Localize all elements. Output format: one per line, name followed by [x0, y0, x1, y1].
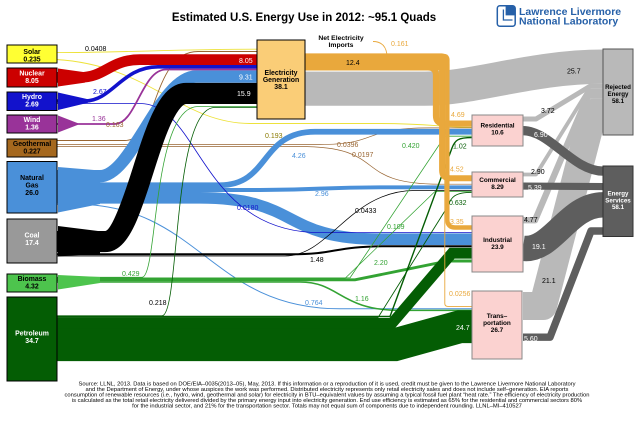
svg-text:0.420: 0.420	[402, 143, 420, 150]
svg-text:25.7: 25.7	[567, 69, 581, 76]
svg-text:5.39: 5.39	[528, 185, 542, 192]
svg-text:Source: LLNL, 2013. Data is ba: Source: LLNL, 2013. Data is based on DOE…	[78, 382, 575, 388]
svg-text:Estimated U.S. Energy Use in 2: Estimated U.S. Energy Use in 2012: ~95.1…	[172, 12, 436, 24]
svg-text:8.05: 8.05	[239, 58, 253, 65]
svg-text:12.4: 12.4	[346, 60, 360, 67]
svg-text:15.9: 15.9	[237, 91, 251, 98]
svg-text:consumption of renewable resou: consumption of renewable resources (i.e.…	[65, 393, 590, 399]
svg-text:4.52: 4.52	[450, 167, 464, 174]
svg-text:0.0197: 0.0197	[352, 152, 374, 159]
svg-text:19.1: 19.1	[532, 244, 546, 251]
svg-text:0.109: 0.109	[387, 224, 405, 231]
svg-text:21.1: 21.1	[542, 278, 556, 285]
svg-text:0.161: 0.161	[391, 41, 409, 48]
svg-text:is calculated as the total ret: is calculated as the total retail electr…	[72, 398, 582, 404]
svg-text:3.72: 3.72	[541, 108, 555, 115]
svg-text:0.429: 0.429	[122, 271, 140, 278]
svg-text:2.96: 2.96	[315, 191, 329, 198]
svg-text:4.26: 4.26	[292, 153, 306, 160]
svg-text:0.0180: 0.0180	[237, 205, 259, 212]
svg-text:and the Department of Energy,: and the Department of Energy, under whos…	[86, 387, 569, 393]
svg-text:National Laboratory: National Laboratory	[519, 16, 618, 28]
svg-text:3.35: 3.35	[450, 219, 464, 226]
svg-text:1.36: 1.36	[92, 116, 106, 123]
svg-text:1.48: 1.48	[310, 257, 324, 264]
svg-text:9.31: 9.31	[239, 75, 253, 82]
svg-text:2.20: 2.20	[374, 260, 388, 267]
svg-text:2.67: 2.67	[93, 89, 107, 96]
svg-text:1.16: 1.16	[355, 296, 369, 303]
svg-text:0.0396: 0.0396	[337, 142, 359, 149]
svg-text:Lawrence Livermore: Lawrence Livermore	[519, 6, 621, 18]
svg-text:0.163: 0.163	[106, 122, 124, 129]
svg-text:2.90: 2.90	[531, 169, 545, 176]
svg-text:4.77: 4.77	[524, 217, 538, 224]
svg-text:0.218: 0.218	[149, 300, 167, 307]
svg-text:0.0408: 0.0408	[85, 46, 107, 53]
svg-text:for the industrial sector, and: for the industrial sector, and 21% for t…	[132, 404, 522, 410]
svg-text:0.764: 0.764	[305, 300, 323, 307]
svg-text:0.0256: 0.0256	[449, 291, 471, 298]
svg-text:5.60: 5.60	[524, 336, 538, 343]
svg-text:6.90: 6.90	[534, 132, 548, 139]
svg-text:24.7: 24.7	[456, 325, 470, 332]
svg-text:0.193: 0.193	[265, 133, 283, 140]
svg-text:0.0433: 0.0433	[355, 208, 377, 215]
svg-text:0.632: 0.632	[449, 200, 467, 207]
svg-text:1.02: 1.02	[453, 144, 467, 151]
svg-text:4.69: 4.69	[451, 112, 465, 119]
